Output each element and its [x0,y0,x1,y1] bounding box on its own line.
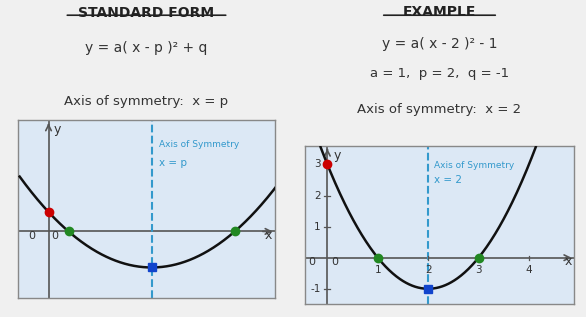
Text: 1: 1 [314,222,321,232]
Text: Axis of Symmetry: Axis of Symmetry [159,140,239,149]
Text: x: x [564,255,572,268]
Text: Axis of symmetry:  x = p: Axis of symmetry: x = p [64,95,229,108]
Text: y: y [54,123,61,136]
Text: y: y [333,149,341,162]
Text: 3: 3 [475,265,482,275]
Text: 2: 2 [425,265,431,275]
Text: 1: 1 [374,265,381,275]
Text: 0: 0 [52,231,59,241]
Text: 4: 4 [526,265,532,275]
Text: -1: -1 [311,284,321,294]
Text: Axis of symmetry:  x = 2: Axis of symmetry: x = 2 [357,103,522,116]
Text: EXAMPLE: EXAMPLE [403,4,476,19]
Text: 3: 3 [314,159,321,170]
Text: y = a( x - 2 )² - 1: y = a( x - 2 )² - 1 [381,36,498,50]
Text: STANDARD FORM: STANDARD FORM [79,6,214,20]
Text: Axis of Symmetry: Axis of Symmetry [434,161,515,170]
Text: 0: 0 [28,231,35,241]
Text: 2: 2 [314,191,321,201]
Text: x = p: x = p [159,158,187,168]
Text: 0: 0 [308,256,315,267]
Text: x: x [265,229,272,242]
Text: a = 1,  p = 2,  q = -1: a = 1, p = 2, q = -1 [370,67,509,80]
Text: 0: 0 [331,256,338,267]
Text: x = 2: x = 2 [434,175,462,185]
Text: y = a( x - p )² + q: y = a( x - p )² + q [86,41,207,55]
